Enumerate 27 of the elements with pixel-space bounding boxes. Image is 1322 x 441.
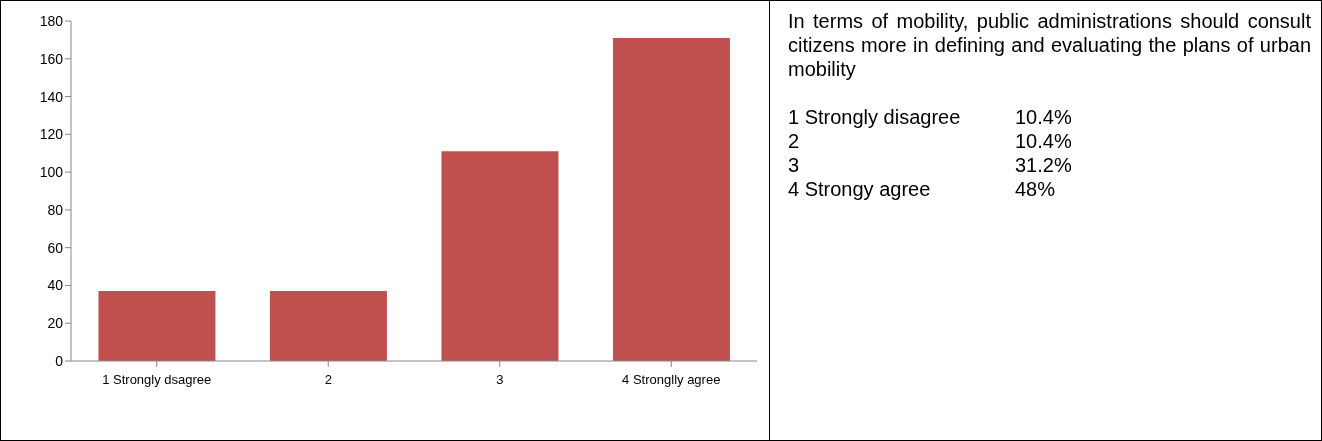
y-tick-label: 20 [47,315,64,332]
bar [441,151,559,361]
y-tick-label: 180 [39,12,64,29]
y-tick-label: 0 [55,352,64,369]
x-tick-label: 1 Strongly dsagree [102,372,212,388]
text: 10.4% [1015,130,1072,152]
y-tick-label: 160 [39,50,64,67]
category-label: 4 Strongy agree [788,177,932,201]
y-tick-label: 80 [47,201,64,218]
text: In terms of mobility, public administrations should consult citizens more in defining and evaluating the plans of urban mobility [788,9,1311,81]
y-tick-label: 140 [39,88,64,105]
bar [269,291,387,361]
text: 48% [1015,178,1056,200]
x-tick-label: 4 Stronglly agree [622,372,721,388]
bar [98,291,216,361]
y-tick-label: 120 [39,126,64,143]
category-label: 1 Strongly disagree [788,105,962,129]
bar [612,38,730,361]
y-tick-label: 100 [39,164,64,181]
y-tick-label: 60 [47,239,64,256]
text: 31.2% [1015,154,1072,176]
category-label: 3 [788,153,801,177]
text: 10.4% [1015,106,1072,128]
category-label: 2 [788,129,801,153]
x-tick-label: 2 [324,372,332,388]
x-tick-label: 3 [496,372,504,388]
y-tick-label: 40 [47,277,64,294]
